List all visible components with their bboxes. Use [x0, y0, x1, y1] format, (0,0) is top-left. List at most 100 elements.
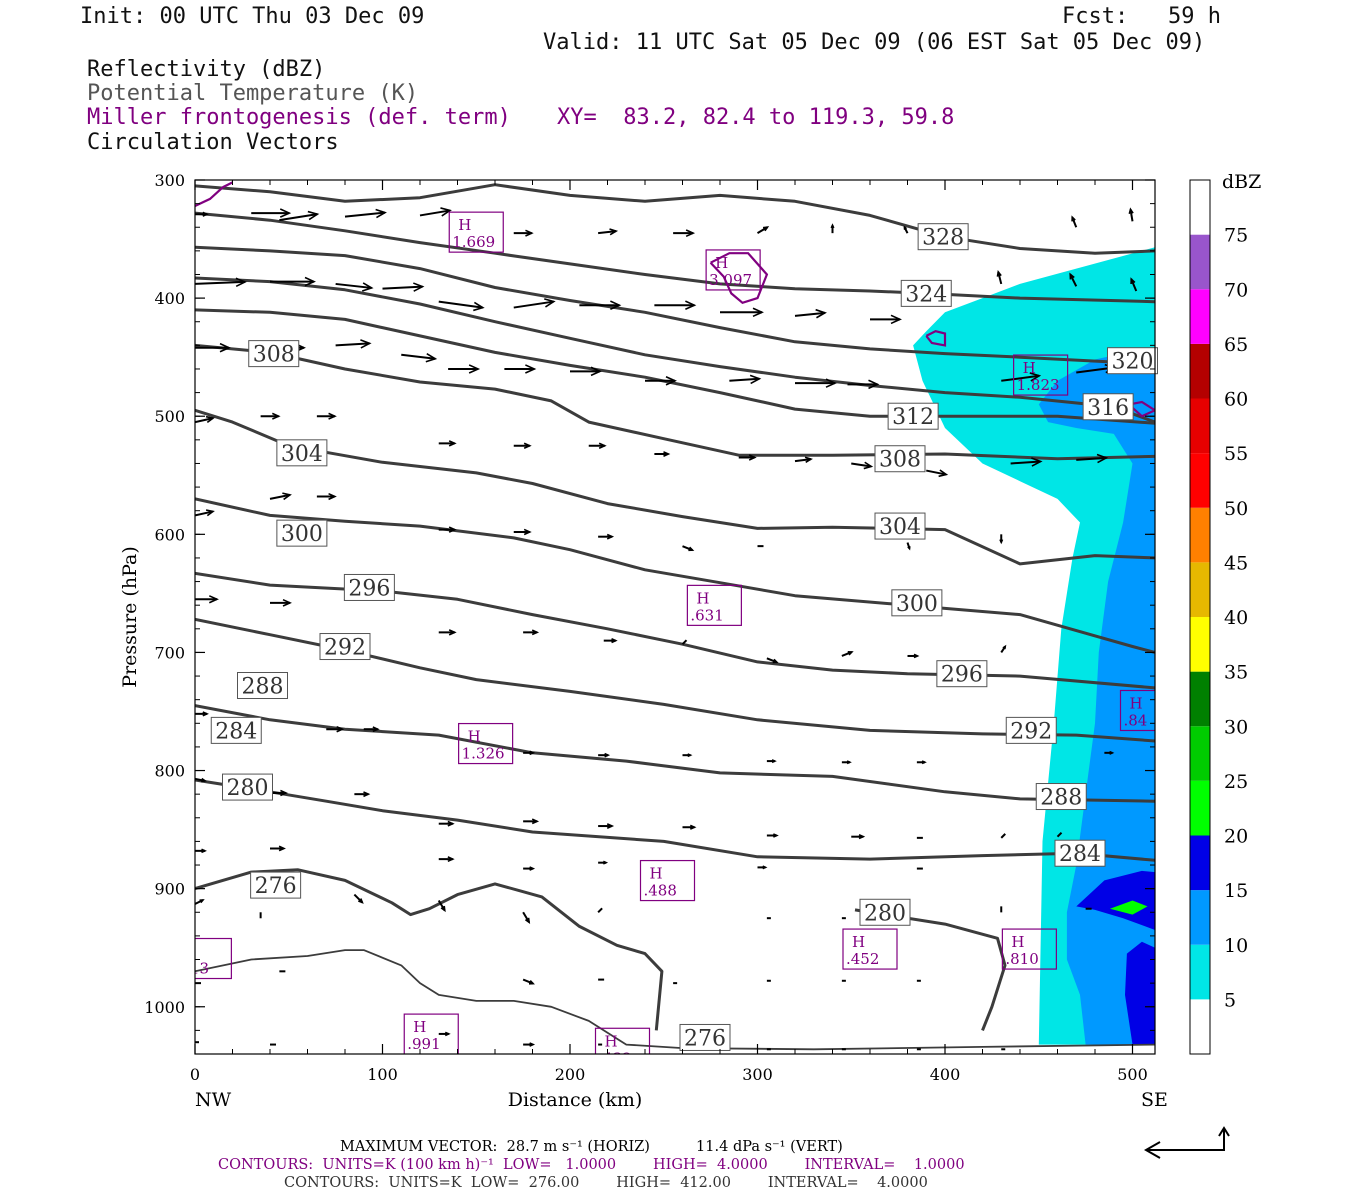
svg-text:300: 300: [896, 592, 938, 617]
circulation-vector: [598, 860, 609, 865]
circulation-vector: [513, 229, 534, 237]
svg-text:280: 280: [227, 776, 269, 801]
frontogenesis-high-marker: H3.097: [705, 249, 761, 291]
x-tick-label: 300: [742, 1065, 773, 1084]
theta-contour-label: 284: [210, 716, 262, 744]
svg-text:.488: .488: [644, 882, 677, 900]
theta-contour: [195, 571, 1155, 690]
field-reflectivity: Reflectivity (dBZ): [87, 57, 326, 82]
circulation-vector: [335, 282, 374, 292]
circulation-vector: [1000, 644, 1007, 653]
x-end-label-left: NW: [195, 1089, 232, 1111]
circulation-vector: [438, 820, 455, 827]
circulation-vector: [1104, 750, 1115, 755]
circulation-vector: [598, 228, 619, 236]
circulation-vector: [598, 533, 615, 540]
frontogenesis-contour: [195, 181, 233, 207]
theta-contour: [195, 308, 1155, 425]
circulation-vector: [523, 1042, 536, 1047]
circulation-vector: [1128, 207, 1134, 222]
theta-contour-label: 308: [874, 445, 926, 473]
x-tick-label: 0: [190, 1065, 200, 1084]
colorbar-segment: [1190, 999, 1210, 1054]
circulation-vector: [279, 210, 320, 222]
circulation-vector: [795, 378, 837, 388]
circulation-vector: [316, 412, 337, 420]
colorbar-segment: [1190, 890, 1210, 945]
circulation-vector: [195, 777, 207, 783]
colorbar-tick-label: 35: [1224, 662, 1248, 684]
colorbar-segment: [1190, 562, 1210, 617]
theta-contour-label: 280: [859, 898, 911, 926]
colorbar: 5 10 15 20 25 30 35 40 45 50 55 60 65 70 75 dBZ: [1189, 171, 1261, 1055]
circulation-vector: [570, 366, 602, 377]
circulation-vector: [251, 208, 292, 218]
colorbar-tick-label: 50: [1224, 498, 1248, 520]
circulation-vector: [270, 276, 316, 287]
colorbar-segment: [1190, 726, 1210, 781]
circulation-vector: [353, 893, 364, 904]
circulation-vector: [906, 542, 911, 551]
circulation-vector: [504, 364, 537, 374]
circulation-vector: [851, 834, 866, 840]
colorbar-unit-label: dBZ: [1222, 171, 1261, 193]
svg-text:.452: .452: [846, 950, 879, 968]
frontogenesis-high-marker: H.810: [1001, 928, 1057, 970]
field-vectors: Circulation Vectors: [87, 130, 339, 155]
circulation-vector: [195, 595, 219, 604]
svg-text:324: 324: [905, 282, 947, 307]
frontogenesis-high-marker: H.631: [686, 584, 742, 626]
circulation-vector: [794, 308, 827, 319]
circulation-vector: [270, 845, 286, 852]
y-tick-label: 700: [154, 643, 185, 662]
svg-text:316: 316: [1087, 396, 1129, 421]
circulation-vector: [195, 848, 207, 854]
circulation-vector: [195, 899, 205, 905]
frontogenesis-high-marker: H.432: [594, 1027, 651, 1067]
svg-text:1.823: 1.823: [1017, 376, 1060, 394]
circulation-vector: [847, 379, 880, 390]
circulation-vector: [513, 528, 532, 536]
circulation-vector: [523, 818, 540, 825]
colorbar-tick-label: 60: [1224, 389, 1248, 411]
colorbar-tick-label: 25: [1224, 771, 1248, 793]
colorbar-segment: [1190, 234, 1210, 290]
svg-text:H: H: [852, 933, 865, 951]
circulation-vector: [1076, 453, 1109, 464]
reflectivity-region-20dbz: [1110, 900, 1148, 915]
circulation-vector: [794, 456, 813, 464]
circulation-vector: [260, 412, 281, 420]
circulation-vector: [830, 223, 835, 234]
colorbar-tick-label: 75: [1224, 225, 1248, 247]
circulation-vector: [438, 856, 455, 863]
theta-contour-label: 296: [936, 660, 988, 688]
y-axis-label: Pressure (hPa): [119, 546, 141, 688]
svg-text:292: 292: [324, 636, 366, 661]
frontogenesis-contour: [709, 252, 769, 305]
svg-text:.432: .432: [599, 1049, 632, 1067]
circulation-vector: [363, 726, 380, 733]
circulation-vector: [419, 207, 452, 217]
svg-text:H: H: [458, 216, 471, 234]
footer-fronto-contours: CONTOURS: UNITS=K (100 km h)⁻¹ LOW= 1.00…: [218, 1157, 965, 1173]
circulation-vector: [588, 442, 607, 449]
circulation-vector: [757, 865, 768, 870]
frontogenesis-high-marker: H.84: [1119, 689, 1155, 732]
circulation-vector: [438, 300, 485, 312]
circulation-vector: [579, 300, 622, 310]
circulation-vector: [907, 653, 920, 659]
theta-contour: [195, 276, 1155, 424]
svg-text:276: 276: [255, 874, 297, 899]
colorbar-segment: [1190, 507, 1210, 563]
svg-text:288: 288: [1040, 786, 1082, 811]
theta-contour-label: 312: [887, 402, 939, 430]
colorbar-segment: [1190, 289, 1210, 344]
svg-text:1.669: 1.669: [452, 233, 495, 251]
circulation-vector: [523, 629, 540, 636]
svg-text:H: H: [1011, 933, 1024, 951]
circulation-vector: [766, 657, 779, 664]
colorbar-segment: [1190, 343, 1210, 399]
colorbar-segment: [1190, 671, 1210, 727]
colorbar-segment: [1190, 617, 1210, 672]
